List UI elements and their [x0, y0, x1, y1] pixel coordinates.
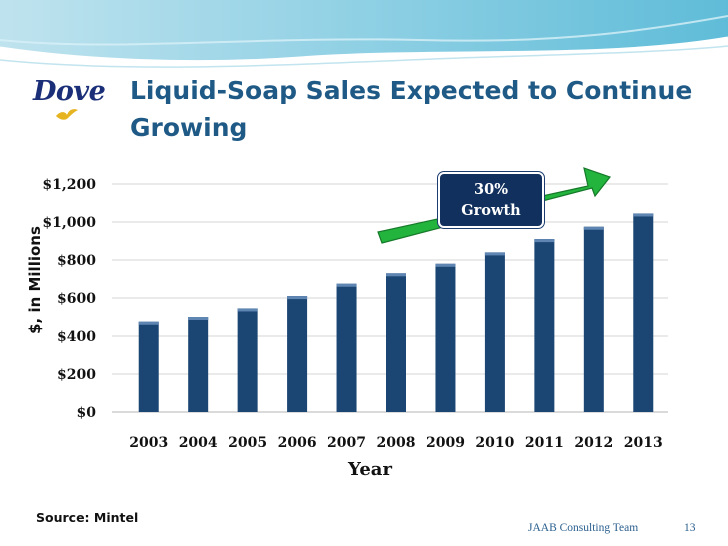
bar-highlight — [386, 273, 406, 277]
callout-percent: 30% — [474, 181, 508, 198]
bar-highlight — [138, 321, 159, 325]
y-tick-label: $800 — [57, 253, 96, 269]
y-tick-label: $600 — [57, 291, 96, 307]
bar-highlight — [336, 283, 357, 287]
bar-highlight — [583, 226, 604, 230]
growth-arrow-icon — [377, 167, 611, 244]
bar-2005 — [237, 308, 258, 412]
growth-arrow — [377, 167, 611, 244]
y-tick-label: $400 — [57, 329, 96, 345]
bars — [138, 213, 654, 412]
x-axis-label: Year — [347, 459, 392, 480]
y-tick-label: $200 — [57, 367, 96, 383]
x-tick-label: 2013 — [624, 435, 663, 451]
bar-2003 — [138, 321, 159, 412]
bar-chart: $0$200$400$600$800$1,000$1,200 2003 2004 2… — [26, 167, 668, 480]
y-tick-label: $0 — [77, 405, 97, 421]
x-tick-label: 2007 — [327, 435, 366, 451]
x-tick-label: 2009 — [426, 435, 465, 451]
y-tick-labels: $0 $200 $400 $600 $800 $1,000 $1,200 — [42, 177, 96, 421]
bar-2011 — [534, 239, 555, 412]
callout-label: Growth — [461, 202, 521, 219]
footer-team: JAAB Consulting Team — [528, 522, 639, 534]
bar-2007 — [336, 283, 357, 412]
bar-2010 — [484, 252, 505, 412]
x-tick-label: 2011 — [525, 435, 564, 451]
bar-2004 — [188, 317, 209, 412]
slide-number: 13 — [684, 522, 696, 534]
x-tick-label: 2005 — [228, 435, 267, 451]
source-note: Source: Mintel — [36, 510, 139, 525]
y-tick-label: $1,000 — [42, 215, 96, 231]
bar-highlight — [435, 263, 456, 267]
x-tick-label: 2004 — [179, 435, 218, 451]
bar-2006 — [287, 296, 308, 412]
x-tick-label: 2003 — [129, 435, 168, 451]
y-axis-label: $, in Millions — [26, 226, 44, 334]
dove-bird-icon — [56, 109, 78, 120]
x-tick-label: 2008 — [377, 435, 416, 451]
slide-title: Liquid-Soap Sales Expected to Continue G… — [130, 76, 693, 142]
bar-2013 — [633, 213, 654, 412]
bar-highlight — [484, 252, 505, 256]
bar-2009 — [435, 263, 456, 412]
x-tick-label: 2006 — [278, 435, 317, 451]
growth-callout: 30% Growth — [438, 172, 544, 228]
header-banner — [0, 0, 728, 68]
bar-2008 — [386, 273, 406, 412]
bar-2012 — [583, 226, 604, 412]
logo-text: Dove — [33, 76, 106, 107]
x-tick-label: 2012 — [574, 435, 613, 451]
bar-highlight — [188, 317, 209, 320]
bar-highlight — [633, 213, 654, 217]
x-tick-label: 2010 — [475, 435, 514, 451]
bar-highlight — [534, 239, 555, 243]
dove-logo: Dove — [33, 76, 106, 126]
x-tick-labels: 2003 2004 2005 2006 2007 2008 2009 2010 2011 2012… — [129, 435, 663, 451]
y-tick-label: $1,200 — [42, 177, 96, 193]
bar-highlight — [237, 308, 258, 312]
bar-highlight — [287, 296, 308, 300]
